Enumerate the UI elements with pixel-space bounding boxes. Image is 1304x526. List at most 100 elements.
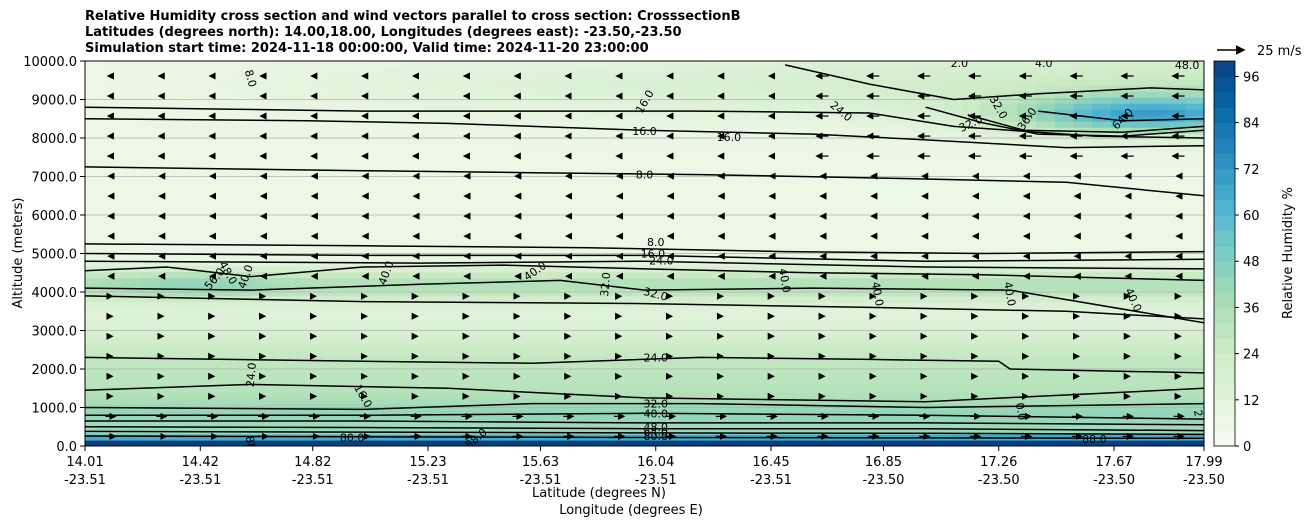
humidity-cell [551, 163, 571, 170]
humidity-cell [719, 331, 739, 339]
humidity-cell [886, 115, 907, 122]
humidity-cell [122, 127, 142, 134]
humidity-cell [924, 241, 944, 249]
humidity-cell [439, 151, 459, 158]
humidity-cell [1092, 181, 1112, 188]
humidity-cell [1129, 355, 1149, 363]
humidity-cell [513, 361, 534, 369]
humidity-cell [775, 397, 795, 405]
humidity-cell [980, 145, 1000, 152]
humidity-cell [327, 253, 347, 261]
humidity-cell [476, 193, 496, 200]
humidity-cell [327, 307, 347, 315]
humidity-cell [625, 61, 646, 68]
y-tick-label: 10000.0 [23, 55, 77, 70]
humidity-cell [886, 121, 907, 128]
humidity-cell [85, 343, 105, 351]
humidity-cell [849, 409, 869, 417]
humidity-cell [495, 91, 515, 98]
humidity-cell [159, 313, 179, 321]
humidity-cell [196, 193, 217, 200]
humidity-cell [737, 217, 757, 225]
humidity-cell [308, 235, 329, 243]
humidity-cell [1017, 223, 1037, 231]
humidity-cell [1036, 79, 1056, 86]
humidity-cell [1148, 319, 1168, 327]
humidity-cell [569, 331, 590, 339]
humidity-cell [532, 397, 552, 405]
humidity-cell [607, 313, 627, 321]
humidity-cell [439, 379, 459, 387]
humidity-cell [793, 241, 813, 249]
humidity-cell [1017, 139, 1037, 146]
humidity-cell [737, 199, 757, 206]
humidity-cell [402, 181, 422, 188]
humidity-cell [588, 61, 608, 68]
humidity-cell [234, 397, 254, 405]
humidity-cell [775, 79, 795, 86]
humidity-cell [308, 175, 329, 182]
humidity-cell [159, 127, 179, 134]
humidity-cell [831, 439, 851, 446]
humidity-cell [644, 139, 664, 146]
humidity-cell [476, 253, 496, 261]
humidity-cell [364, 91, 384, 98]
humidity-cell [290, 73, 310, 80]
humidity-cell [178, 301, 198, 309]
humidity-cell [551, 193, 571, 200]
humidity-cell [1073, 253, 1093, 261]
humidity-cell [122, 337, 142, 345]
humidity-cell [1148, 331, 1168, 339]
humidity-cell [252, 247, 273, 255]
humidity-cell [831, 427, 851, 435]
humidity-cell [140, 385, 161, 393]
humidity-cell [103, 79, 123, 86]
humidity-cell [85, 205, 105, 212]
humidity-cell [308, 331, 329, 339]
humidity-cell [1054, 337, 1075, 345]
humidity-cell [588, 121, 608, 128]
humidity-cell [607, 343, 627, 351]
humidity-cell [159, 145, 179, 152]
humidity-cell [234, 223, 254, 231]
humidity-cell [644, 181, 664, 188]
humidity-cell [532, 145, 552, 152]
colorbar-block [1214, 399, 1235, 416]
humidity-cell [1166, 235, 1186, 243]
humidity-cell [1110, 193, 1130, 200]
humidity-cell [588, 313, 608, 321]
wind-key-label: 25 m/s [1257, 44, 1302, 59]
humidity-cell [607, 349, 627, 357]
humidity-cell [327, 241, 347, 249]
humidity-cell [122, 157, 142, 164]
humidity-cell [271, 373, 291, 381]
humidity-cell [252, 223, 273, 231]
humidity-cell [1054, 229, 1075, 237]
humidity-cell [234, 373, 254, 381]
humidity-cell [178, 127, 198, 134]
humidity-cell [327, 385, 347, 393]
humidity-cell [607, 421, 627, 429]
humidity-cell [439, 361, 459, 369]
humidity-cell [700, 193, 720, 200]
humidity-cell [402, 91, 422, 98]
humidity-cell [551, 133, 571, 140]
humidity-cell [1036, 61, 1056, 68]
humidity-cell [383, 439, 403, 446]
humidity-cell [196, 277, 217, 285]
humidity-cell [458, 61, 478, 68]
humidity-cell [980, 175, 1000, 182]
humidity-cell [1185, 193, 1204, 200]
humidity-cell [831, 289, 851, 297]
humidity-cell [1092, 343, 1112, 351]
humidity-cell [663, 427, 683, 435]
humidity-cell [1185, 109, 1204, 116]
humidity-cell [812, 409, 832, 417]
humidity-cell [103, 271, 123, 279]
humidity-cell [812, 121, 832, 128]
humidity-cell [458, 397, 478, 405]
humidity-cell [140, 265, 161, 273]
humidity-cell [644, 199, 664, 206]
humidity-cell [495, 187, 515, 194]
humidity-cell [644, 247, 664, 255]
